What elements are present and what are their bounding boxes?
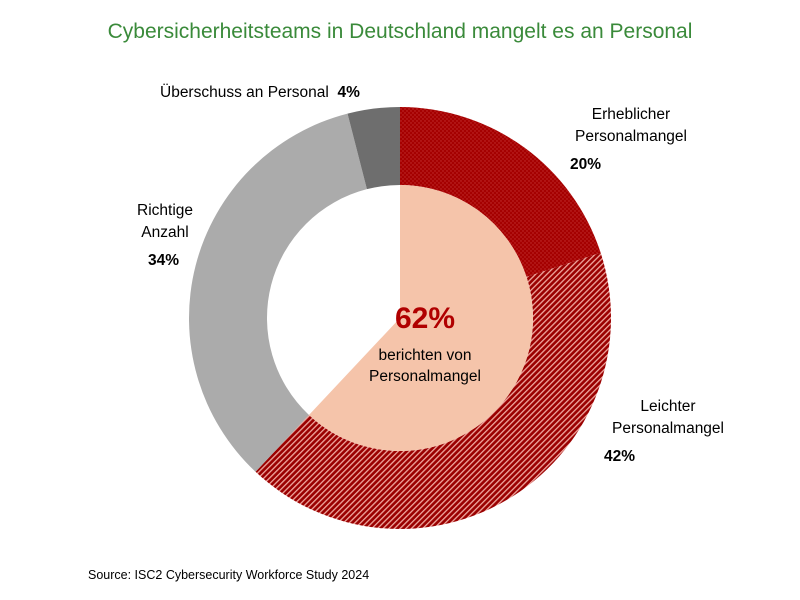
- label-erheblich: Erheblicher Personalmangel 20%: [570, 106, 687, 173]
- source-note: Source: ISC2 Cybersecurity Workforce Stu…: [88, 568, 370, 582]
- center-value: 62%: [394, 302, 456, 335]
- label-ueberschuss: Überschuss an Personal 4%: [160, 84, 360, 101]
- chart-title: Cybersicherheitsteams in Deutschland man…: [107, 20, 693, 43]
- label-leicht: Leichter Personalmangel 42%: [604, 398, 724, 465]
- label-richtig: Richtige Anzahl 34%: [137, 202, 193, 269]
- slice-3: [347, 107, 400, 190]
- center-text: berichten von Personalmangel: [368, 347, 481, 385]
- center-highlight-wedge: [308, 184, 534, 451]
- slice-0: [400, 107, 601, 277]
- slice-1: [255, 252, 612, 530]
- slice-2: [189, 113, 367, 472]
